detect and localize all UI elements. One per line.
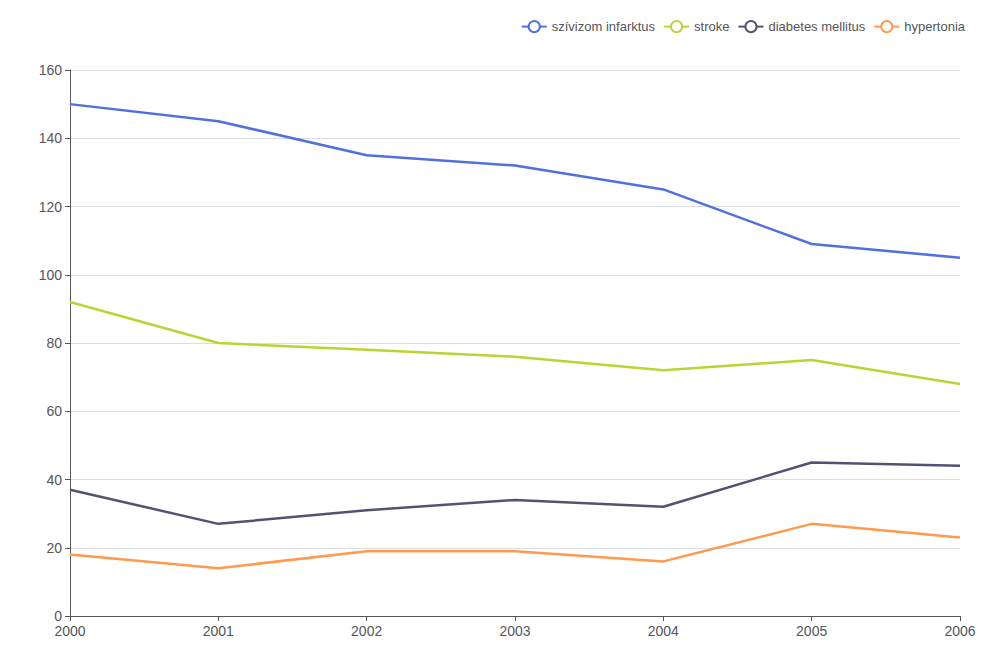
svg-text:2006: 2006 <box>944 623 975 639</box>
svg-text:2004: 2004 <box>648 623 679 639</box>
svg-text:80: 80 <box>46 335 62 351</box>
svg-text:140: 140 <box>39 130 63 146</box>
svg-text:2003: 2003 <box>499 623 530 639</box>
svg-text:2005: 2005 <box>796 623 827 639</box>
svg-text:60: 60 <box>46 403 62 419</box>
svg-text:100: 100 <box>39 267 63 283</box>
svg-text:2000: 2000 <box>54 623 85 639</box>
svg-text:2002: 2002 <box>351 623 382 639</box>
svg-text:0: 0 <box>54 608 62 624</box>
svg-text:diabetes mellitus: diabetes mellitus <box>768 19 865 34</box>
svg-text:szívizom infarktus: szívizom infarktus <box>552 19 656 34</box>
svg-text:20: 20 <box>46 540 62 556</box>
svg-text:160: 160 <box>39 62 63 78</box>
svg-text:hypertonia: hypertonia <box>904 19 965 34</box>
svg-text:120: 120 <box>39 199 63 215</box>
svg-text:stroke: stroke <box>694 19 729 34</box>
svg-text:2001: 2001 <box>203 623 234 639</box>
svg-text:40: 40 <box>46 472 62 488</box>
